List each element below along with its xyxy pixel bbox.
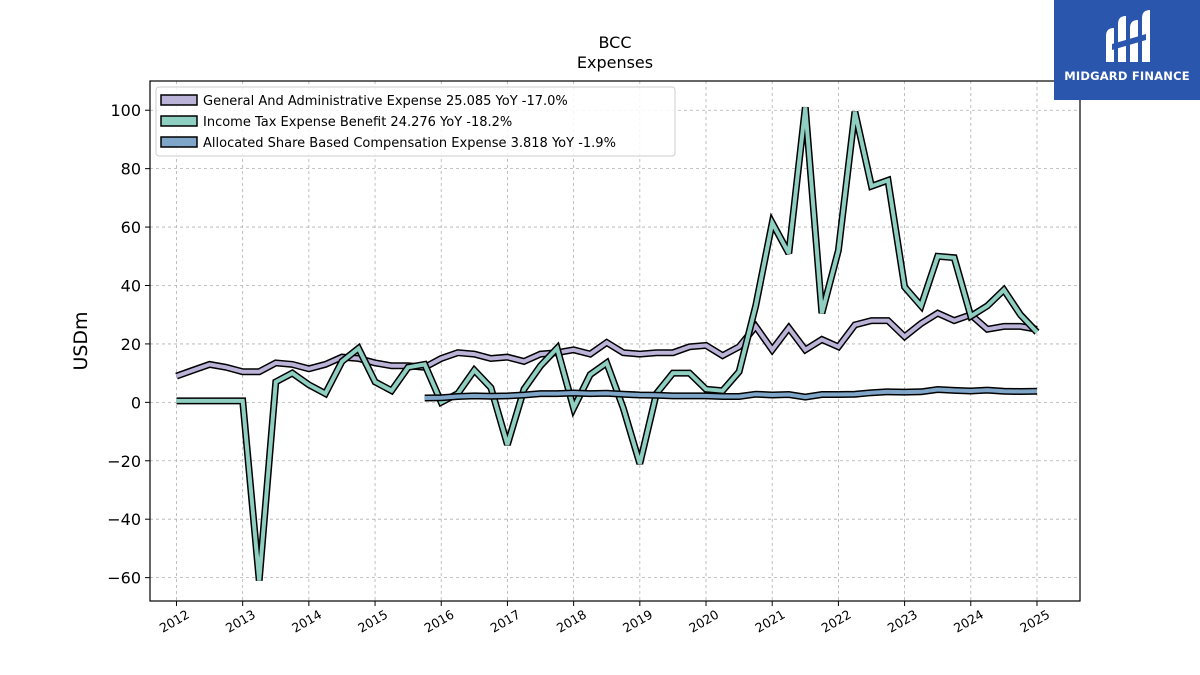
x-tick-label: 2022 xyxy=(819,607,854,636)
brand-logo: MIDGARD FINANCE xyxy=(1054,0,1200,100)
y-tick-label: 0 xyxy=(131,393,141,412)
x-tick-label: 2023 xyxy=(885,607,920,636)
y-tick-label: 100 xyxy=(110,101,141,120)
x-tick-label: 2019 xyxy=(620,607,655,636)
y-axis-label: USDm xyxy=(70,311,92,370)
legend-box xyxy=(155,86,676,157)
x-tick-label: 2018 xyxy=(554,607,589,636)
plot-frame xyxy=(149,80,1081,602)
legend-label: Income Tax Expense Benefit 24.276 YoY -1… xyxy=(203,115,512,130)
y-axis: −60 −40 −20 0 20 40 60 80 100 xyxy=(107,101,150,588)
x-tick-label: 2025 xyxy=(1017,607,1052,636)
series-1-stroke xyxy=(175,310,1038,378)
brand-logo-icon xyxy=(1106,10,1150,62)
x-axis: 2012 2013 2014 2015 2016 2017 2018 2019 2020 2021… xyxy=(157,601,1052,636)
legend-swatch xyxy=(160,136,198,148)
x-tick-label: 2021 xyxy=(752,607,787,636)
y-tick-label: −60 xyxy=(107,569,141,588)
legend-label: General And Administrative Expense 25.08… xyxy=(203,94,568,109)
x-tick-label: 2020 xyxy=(686,607,721,636)
brand-logo-text: MIDGARD FINANCE xyxy=(1064,69,1190,83)
legend-swatch xyxy=(160,94,198,106)
grid-lines xyxy=(150,81,1080,601)
y-tick-label: 80 xyxy=(121,160,141,179)
plot-area xyxy=(175,106,1040,581)
legend: General And Administrative Expense 25.08… xyxy=(155,86,676,157)
legend-swatch xyxy=(160,115,198,127)
x-tick-label: 2016 xyxy=(421,607,456,636)
series-3-line xyxy=(424,385,1038,402)
y-tick-label: −40 xyxy=(107,510,141,529)
x-tick-label: 2015 xyxy=(355,607,390,636)
x-tick-label: 2017 xyxy=(488,607,523,636)
y-tick-label: −20 xyxy=(107,452,141,471)
y-tick-label: 40 xyxy=(121,276,141,295)
chart-subtitle: Expenses xyxy=(577,53,653,72)
y-tick-label: 60 xyxy=(121,218,141,237)
legend-label: Allocated Share Based Compensation Expen… xyxy=(203,136,616,151)
series-2-stroke xyxy=(176,107,1039,581)
x-tick-label: 2012 xyxy=(157,607,192,636)
x-tick-label: 2014 xyxy=(289,607,324,636)
series-1-line xyxy=(175,309,1038,380)
series-2-line xyxy=(176,106,1040,581)
x-tick-label: 2024 xyxy=(951,607,986,636)
y-tick-label: 20 xyxy=(121,335,141,354)
x-tick-label: 2013 xyxy=(223,607,258,636)
chart-title: BCC xyxy=(598,33,631,52)
series-3-stroke xyxy=(424,387,1038,400)
